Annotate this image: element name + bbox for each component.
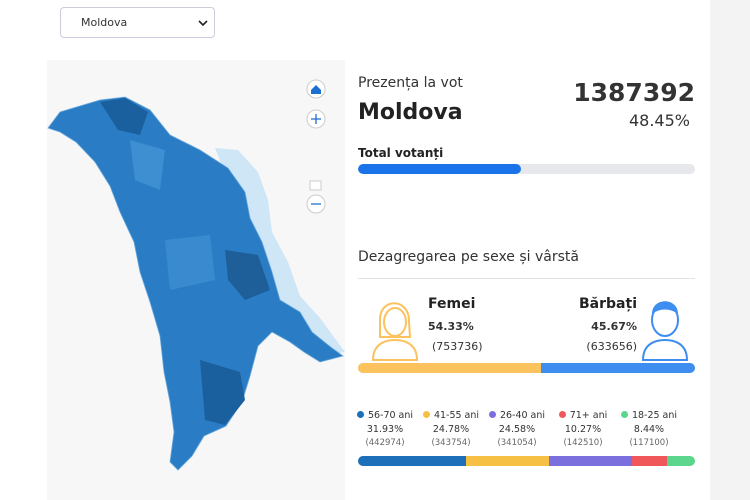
zoom-box[interactable] [309,180,322,191]
age-segment [358,456,466,466]
select-value: Moldova [81,16,128,29]
age-percent: 24.78% [432,424,470,435]
gender-name: Femei [428,296,476,312]
age-count: (442974) [365,438,405,448]
gender-bar [358,363,695,373]
age-label: 41-55 ani [433,410,480,421]
age-percent: 31.93% [366,424,404,435]
age-item: 56-70 ani 31.93% (442974) [352,410,418,448]
age-percent: 10.27% [564,424,602,435]
age-dot [422,411,430,418]
bar-label: Total votanți [358,146,444,160]
age-label: 26-40 ani [499,410,546,421]
age-segment [465,456,550,466]
turnout-bar [358,164,695,174]
female-icon [371,302,419,361]
gender-percent: 54.33% [428,320,474,333]
map-district[interactable] [225,250,270,300]
age-label: 18-25 ani [631,410,678,421]
age-bar [358,456,695,466]
gender-name: Bărbați [579,296,637,312]
region-select[interactable]: Moldova [60,7,215,38]
age-item: 71+ ani 10.27% (142510) [550,410,616,448]
age-segment [549,456,632,466]
divider [358,278,695,279]
age-count: (343754) [431,438,471,448]
age-count: (117100) [629,438,669,448]
age-item: 26-40 ani 24.58% (341054) [484,410,550,448]
male-icon [641,301,689,361]
age-count: (142510) [563,438,603,448]
turnout-count: 1387392 [573,78,695,107]
turnout-title: Prezența la vot [358,75,463,91]
age-name: 41-55 ani [418,410,484,421]
age-legend: 56-70 ani 31.93% (442974) 41-55 ani 24.78% (3… [352,410,702,448]
age-item: 41-55 ani 24.78% (343754) [418,410,484,448]
zoom-icons [311,114,321,205]
age-count: (341054) [497,438,537,448]
map-district[interactable] [100,98,148,135]
gender-count: (753736) [432,340,483,353]
turnout-percent: 48.45% [628,111,690,130]
age-name: 18-25 ani [616,410,682,421]
turnout-region: Moldova [358,100,463,125]
age-item: 18-25 ani 8.44% (117100) [616,410,682,448]
age-name: 71+ ani [550,410,616,421]
map-controls [306,79,326,214]
age-dot [356,411,364,418]
age-percent: 24.58% [498,424,536,435]
gender-segment [541,363,695,373]
breakdown-title: Dezagregarea pe sexe și vârstă [358,249,579,265]
chevron [198,20,208,27]
map-district[interactable] [165,235,215,290]
age-dot [620,411,628,418]
age-dot [558,411,566,418]
background [0,0,47,500]
age-name: 26-40 ani [484,410,550,421]
gender-count: (633656) [586,340,637,353]
map[interactable] [47,60,345,500]
gender-segment [358,363,542,373]
map-region [215,148,345,356]
map-district[interactable] [130,140,165,190]
age-percent: 8.44% [633,424,665,435]
home-icon [311,85,321,94]
age-dot [488,411,496,418]
age-segment [631,456,667,466]
turnout-fill [358,164,522,174]
gender-percent: 45.67% [591,320,637,333]
age-segment [666,456,695,466]
age-label: 71+ ani [569,410,608,421]
age-label: 56-70 ani [367,410,414,421]
map-district[interactable] [200,360,245,425]
age-name: 56-70 ani [352,410,418,421]
